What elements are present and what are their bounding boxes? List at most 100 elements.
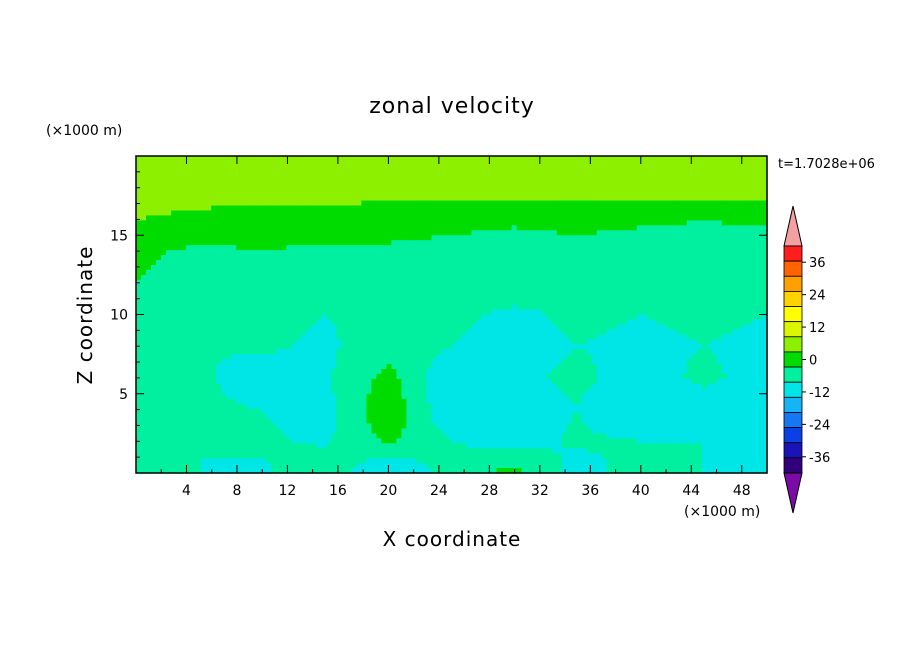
contour-cell	[486, 240, 493, 246]
contour-cell	[521, 264, 528, 271]
contour-cell	[156, 195, 162, 202]
contour-cell	[361, 255, 367, 261]
contour-cell	[476, 185, 483, 192]
contour-cell	[181, 349, 187, 355]
contour-cell	[366, 284, 372, 291]
contour-cell	[536, 205, 543, 212]
contour-cell	[231, 220, 237, 226]
contour-cell	[726, 225, 733, 231]
contour-cell	[211, 250, 217, 256]
contour-cell	[236, 225, 242, 231]
contour-cell	[751, 294, 758, 301]
contour-cell	[761, 156, 768, 162]
contour-cell	[516, 210, 523, 217]
contour-cell	[586, 274, 593, 281]
contour-cell	[696, 245, 703, 251]
contour-cell	[691, 264, 698, 271]
contour-cell	[501, 339, 508, 345]
contour-cell	[341, 180, 347, 187]
contour-cell	[716, 240, 723, 246]
contour-cell	[446, 284, 453, 291]
contour-cell	[431, 299, 438, 306]
contour-cell	[736, 156, 743, 162]
contour-cell	[196, 245, 202, 251]
contour-cell	[501, 230, 508, 236]
contour-cell	[211, 289, 217, 296]
contour-cell	[376, 255, 382, 261]
contour-cell	[396, 289, 403, 296]
contour-cell	[271, 339, 277, 345]
contour-cell	[286, 289, 292, 296]
contour-cell	[631, 299, 638, 306]
contour-cell	[401, 255, 408, 261]
contour-cell	[151, 195, 157, 202]
contour-cell	[386, 349, 393, 355]
contour-cell	[201, 274, 207, 281]
contour-cell	[466, 245, 473, 251]
contour-cell	[551, 210, 558, 217]
contour-cell	[706, 309, 713, 316]
contour-cell	[641, 329, 648, 335]
contour-cell	[401, 294, 408, 301]
contour-cell	[621, 175, 628, 182]
contour-cell	[641, 156, 648, 162]
contour-cell	[511, 344, 518, 350]
contour-cell	[671, 255, 678, 261]
contour-cell	[491, 200, 498, 207]
contour-cell	[181, 284, 187, 291]
contour-cell	[316, 289, 322, 296]
contour-cell	[646, 299, 653, 306]
contour-cell	[526, 264, 533, 271]
contour-cell	[686, 215, 693, 221]
contour-cell	[691, 235, 698, 241]
contour-cell	[386, 225, 393, 231]
contour-cell	[716, 334, 723, 340]
contour-cell	[411, 309, 418, 316]
contour-cell	[696, 205, 703, 212]
contour-cell	[381, 180, 387, 187]
contour-cell	[211, 260, 217, 266]
contour-cell	[751, 185, 758, 192]
contour-cell	[711, 319, 718, 325]
contour-cell	[726, 279, 733, 286]
contour-cell	[671, 210, 678, 217]
contour-cell	[611, 240, 618, 246]
contour-cell	[571, 240, 578, 246]
contour-cell	[551, 339, 558, 345]
contour-cell	[646, 264, 653, 271]
contour-cell	[706, 185, 713, 192]
contour-cell	[741, 269, 748, 276]
contour-cell	[156, 240, 162, 246]
contour-cell	[321, 284, 327, 291]
contour-cell	[401, 190, 408, 197]
contour-cell	[676, 235, 683, 241]
contour-cell	[756, 314, 763, 321]
contour-cell	[691, 190, 698, 197]
contour-cell	[601, 255, 608, 261]
contour-cell	[661, 319, 668, 325]
contour-cell	[226, 349, 232, 355]
contour-cell	[441, 344, 448, 350]
contour-cell	[181, 225, 187, 231]
contour-cell	[291, 339, 297, 345]
contour-cell	[446, 344, 453, 350]
contour-cell	[586, 260, 593, 266]
contour-cell	[616, 205, 623, 212]
contour-cell	[741, 175, 748, 182]
contour-cell	[231, 329, 237, 335]
contour-cell	[656, 235, 663, 241]
contour-cell	[651, 195, 658, 202]
contour-cell	[231, 269, 237, 276]
contour-cell	[596, 240, 603, 246]
contour-cell	[606, 230, 613, 236]
contour-cell	[441, 165, 448, 172]
contour-cell	[626, 205, 633, 212]
contour-cell	[226, 279, 232, 286]
contour-cell	[516, 195, 523, 202]
contour-cell	[371, 195, 377, 202]
contour-cell	[171, 195, 177, 202]
contour-cell	[606, 329, 613, 335]
contour-cell	[156, 289, 162, 296]
contour-cell	[536, 230, 543, 236]
contour-cell	[346, 250, 352, 256]
